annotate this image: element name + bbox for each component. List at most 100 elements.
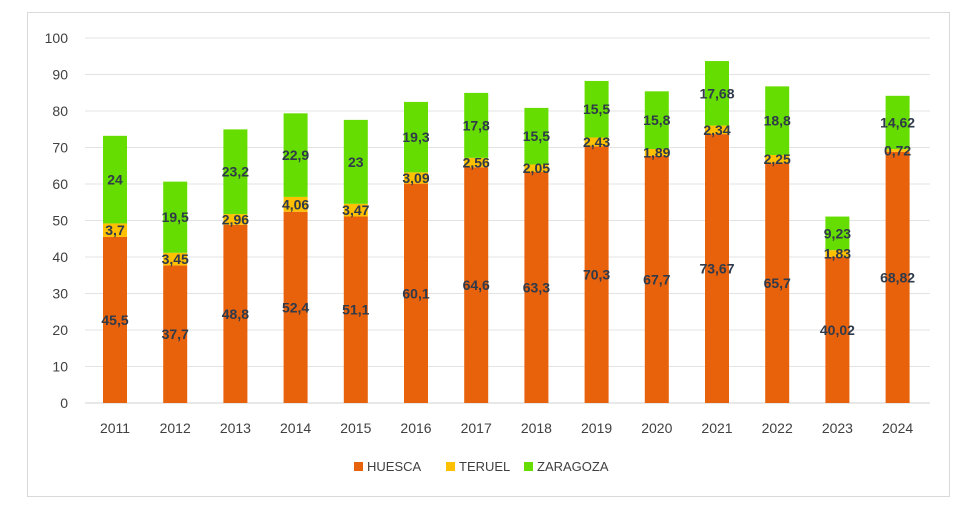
x-tick-label: 2012 xyxy=(160,420,191,436)
data-label: 3,09 xyxy=(402,170,429,186)
data-label: 68,82 xyxy=(880,269,915,285)
bar-segment-zaragoza xyxy=(644,91,669,149)
data-label: 1,89 xyxy=(643,144,670,160)
bar-segment-huesca xyxy=(644,155,669,403)
data-label: 4,06 xyxy=(282,196,309,212)
bar-segment-teruel xyxy=(524,164,549,172)
bar-segment-huesca xyxy=(825,256,850,403)
bar-segment-zaragoza xyxy=(765,86,790,155)
bar-segment-huesca xyxy=(584,146,609,403)
y-tick-label: 0 xyxy=(60,395,68,411)
y-tick-label: 30 xyxy=(52,286,68,302)
bar-segment-teruel xyxy=(584,137,609,147)
bar-segment-huesca xyxy=(885,151,910,403)
bar-segment-zaragoza xyxy=(223,129,248,215)
bar-segment-teruel xyxy=(464,157,489,168)
data-label: 19,3 xyxy=(402,129,429,145)
x-tick-label: 2017 xyxy=(461,420,492,436)
x-tick-label: 2019 xyxy=(581,420,612,436)
data-label: 67,7 xyxy=(643,271,670,287)
bar-segment-zaragoza xyxy=(343,119,368,204)
bar-segment-teruel xyxy=(103,223,127,237)
bar-segment-huesca xyxy=(765,163,790,403)
data-label: 64,6 xyxy=(463,277,490,293)
bar-segment-zaragoza xyxy=(885,95,910,150)
data-label: 63,3 xyxy=(523,279,550,295)
y-tick-label: 10 xyxy=(52,359,68,375)
legend-label: TERUEL xyxy=(459,459,510,474)
data-label: 3,45 xyxy=(162,251,189,267)
y-tick-label: 90 xyxy=(52,67,68,83)
bar-segment-huesca xyxy=(163,265,188,403)
bar-segment-zaragoza xyxy=(404,101,428,173)
bar-segment-zaragoza xyxy=(584,80,609,138)
bar-segment-zaragoza xyxy=(103,135,127,224)
data-label: 2,56 xyxy=(463,155,490,171)
y-tick-label: 100 xyxy=(45,30,69,46)
data-label: 73,67 xyxy=(699,261,734,277)
bar-segment-zaragoza xyxy=(283,113,308,197)
bar-segment-teruel xyxy=(404,172,428,184)
data-label: 2,34 xyxy=(703,122,730,138)
chart-frame xyxy=(27,12,950,497)
data-label: 19,5 xyxy=(162,209,189,225)
bar-segment-teruel xyxy=(223,214,248,225)
y-tick-label: 80 xyxy=(52,103,68,119)
data-label: 2,05 xyxy=(523,160,550,176)
x-tick-label: 2015 xyxy=(340,420,371,436)
data-label: 65,7 xyxy=(764,275,791,291)
bar-segment-teruel xyxy=(825,250,850,257)
data-label: 52,4 xyxy=(282,299,309,315)
data-label: 18,8 xyxy=(764,113,791,129)
bar-segment-zaragoza xyxy=(464,92,489,158)
x-tick-label: 2023 xyxy=(822,420,853,436)
legend-swatch-teruel xyxy=(446,462,455,471)
bar-segment-teruel xyxy=(343,203,368,217)
x-tick-label: 2022 xyxy=(762,420,793,436)
bar-segment-zaragoza xyxy=(524,107,549,165)
data-label: 37,7 xyxy=(162,326,189,342)
y-tick-label: 70 xyxy=(52,140,68,156)
x-tick-label: 2020 xyxy=(641,420,672,436)
data-label: 0,72 xyxy=(884,142,911,158)
x-tick-label: 2018 xyxy=(521,420,552,436)
x-tick-label: 2024 xyxy=(882,420,913,436)
x-tick-label: 2013 xyxy=(220,420,251,436)
x-tick-label: 2021 xyxy=(701,420,732,436)
data-label: 23,2 xyxy=(222,164,249,180)
data-label: 14,62 xyxy=(880,114,915,130)
data-label: 60,1 xyxy=(402,285,429,301)
data-label: 70,3 xyxy=(583,267,610,283)
y-tick-label: 20 xyxy=(52,322,68,338)
x-tick-label: 2011 xyxy=(100,420,130,436)
data-label: 51,1 xyxy=(342,302,369,318)
data-label: 45,5 xyxy=(101,312,128,328)
y-tick-label: 60 xyxy=(52,176,68,192)
data-label: 22,9 xyxy=(282,147,309,163)
bar-segment-teruel xyxy=(644,148,669,156)
bar-segment-teruel xyxy=(885,149,910,152)
legend-label: HUESCA xyxy=(367,459,422,474)
data-label: 15,8 xyxy=(643,112,670,128)
bar-segment-zaragoza xyxy=(705,61,729,126)
data-label: 17,8 xyxy=(463,117,490,133)
x-tick-label: 2014 xyxy=(280,420,311,436)
bar-segment-teruel xyxy=(283,196,308,212)
legend-swatch-huesca xyxy=(354,462,363,471)
bar-segment-huesca xyxy=(103,236,127,403)
data-label: 3,7 xyxy=(105,222,125,238)
data-label: 17,68 xyxy=(699,85,734,101)
data-label: 48,8 xyxy=(222,306,249,322)
data-label: 15,5 xyxy=(523,128,550,144)
bar-segment-huesca xyxy=(283,211,308,403)
x-tick-label: 2016 xyxy=(400,420,431,436)
y-tick-label: 40 xyxy=(52,249,68,265)
bar-segment-teruel xyxy=(163,252,188,266)
y-tick-label: 50 xyxy=(52,213,68,229)
data-label: 2,25 xyxy=(764,151,791,167)
bar-segment-zaragoza xyxy=(825,216,850,251)
data-label: 1,83 xyxy=(824,246,851,262)
bar-segment-huesca xyxy=(343,216,368,403)
data-label: 40,02 xyxy=(820,322,855,338)
